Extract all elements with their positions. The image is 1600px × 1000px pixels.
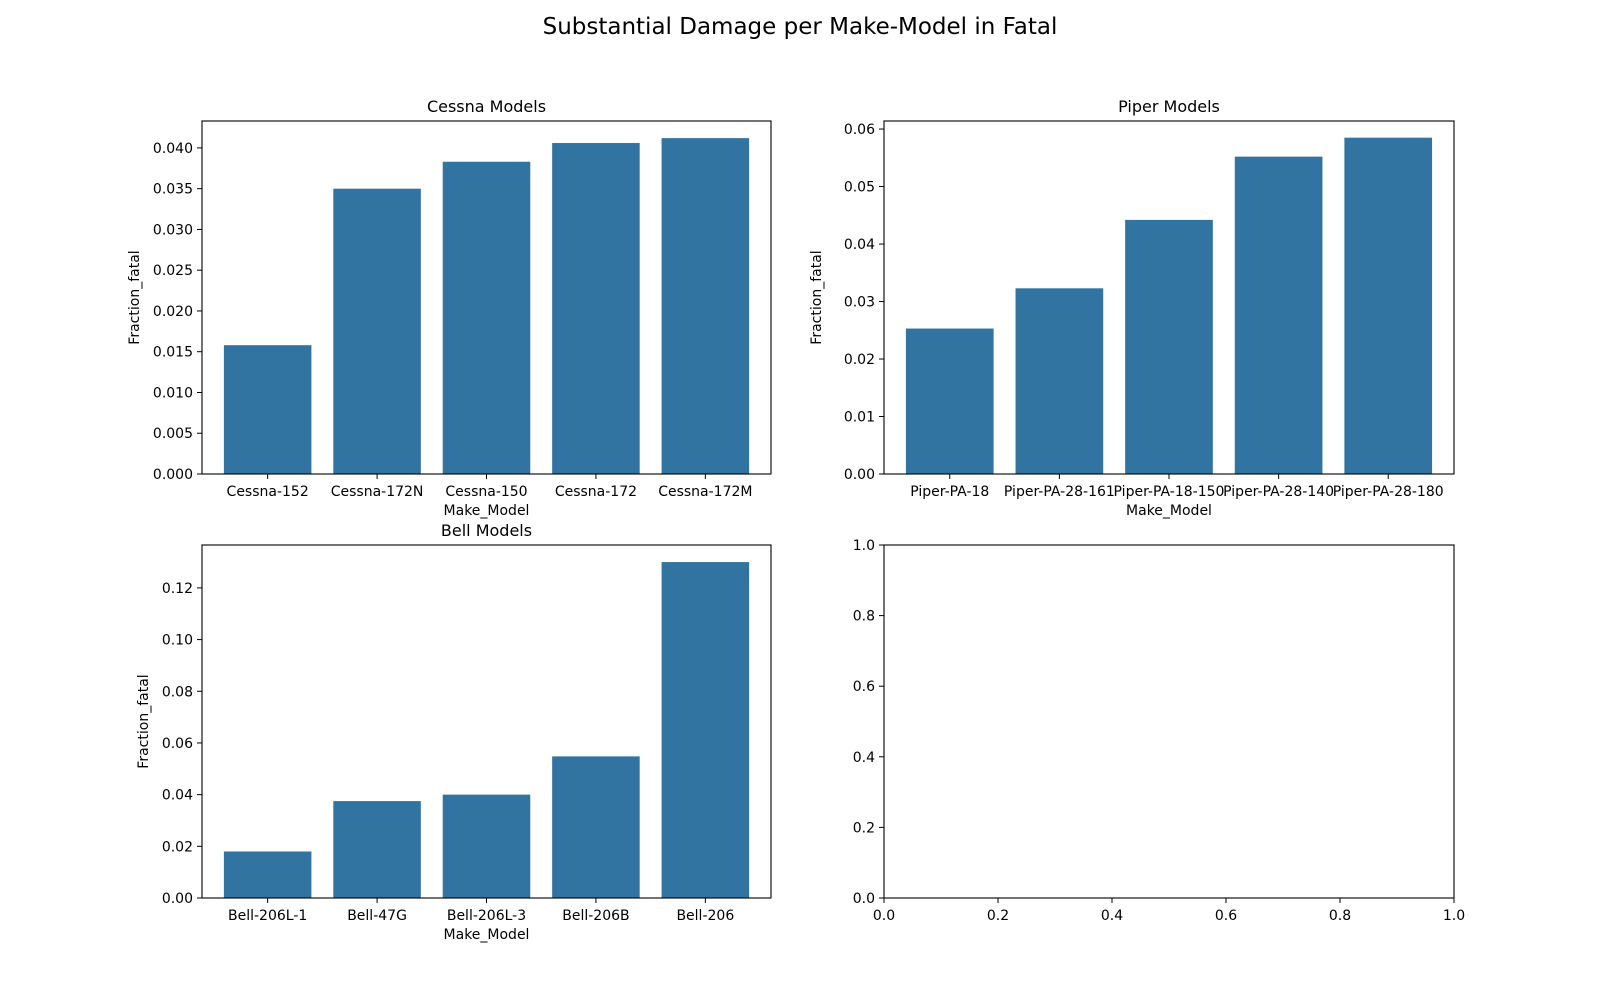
bar-bell-47g <box>333 801 421 898</box>
y-tick-label: 1.0 <box>853 538 875 554</box>
subplot-2: Piper-PA-18 Piper-PA-28-161Piper-PA-18-15… <box>809 97 1455 519</box>
axes-frame <box>883 120 1455 475</box>
x-axis-label: Make_Model <box>444 927 530 943</box>
x-tick-label: Bell-206B <box>562 908 629 924</box>
x-tick-label: 0.0 <box>873 908 895 924</box>
y-tick-label: 0.0 <box>853 891 875 907</box>
y-tick-label: 0.02 <box>844 352 875 368</box>
subplot-1: Cessna-152 Cessna-172N Cessna-150 Cessna-17… <box>127 97 772 519</box>
y-tick-label: 0.2 <box>853 820 875 836</box>
x-tick-label: Piper-PA-28-180 <box>1333 484 1444 500</box>
y-tick-label: 0.005 <box>153 426 193 442</box>
x-tick-label: Piper-PA-18 <box>910 484 989 500</box>
subplot-title: Cessna Models <box>427 97 546 116</box>
y-tick-label: 0.025 <box>153 263 193 279</box>
bar-cessna-172n <box>333 188 421 475</box>
y-tick-label: 0.12 <box>162 581 193 597</box>
y-tick-label: 0.020 <box>153 304 193 320</box>
x-tick-label: Piper-PA-28-140 <box>1223 484 1334 500</box>
x-axis-label: Make_Model <box>1126 503 1212 519</box>
y-tick-label: 0.00 <box>844 467 875 483</box>
y-tick-label: 0.4 <box>853 750 875 766</box>
bar-bell-206l-3 <box>442 794 531 898</box>
y-tick-label: 0.04 <box>162 788 193 804</box>
bar-piper-pa-28-140 <box>1234 156 1323 474</box>
bar-bell-206l-1 <box>223 851 312 898</box>
y-tick-label: 0.035 <box>153 182 193 198</box>
y-tick-label: 0.06 <box>162 736 193 752</box>
y-tick-label: 0.000 <box>153 467 193 483</box>
bar-cessna-152 <box>223 345 312 474</box>
x-tick-label: Piper-PA-28-161 <box>1004 484 1115 500</box>
bar-piper-pa-18-150 <box>1125 219 1213 474</box>
x-tick-label: Cessna-172 <box>555 484 637 500</box>
bar-bell-206b <box>552 756 640 898</box>
bar-piper-pa-18 <box>905 328 994 474</box>
y-axis-label: Fraction_fatal <box>809 250 825 344</box>
x-tick-label: 0.8 <box>1329 908 1351 924</box>
y-axis-label: Fraction_fatal <box>136 674 152 768</box>
figure-title: Substantial Damage per Make-Model in Fat… <box>542 14 1058 40</box>
bar-cessna-172m <box>661 138 750 474</box>
x-tick-label: Bell-206L-3 <box>447 908 526 924</box>
y-tick-label: 0.015 <box>153 345 193 361</box>
bar-cessna-172 <box>552 143 640 474</box>
x-tick-label: Bell-47G <box>347 908 407 924</box>
bar-piper-pa-28-180 <box>1344 137 1433 475</box>
y-tick-label: 0.010 <box>153 385 193 401</box>
axes-frame <box>883 544 1455 899</box>
x-tick-label: Cessna-172M <box>658 484 752 500</box>
y-tick-label: 0.02 <box>162 839 193 855</box>
y-tick-label: 0.030 <box>153 222 193 238</box>
x-tick-label: 0.6 <box>1215 908 1237 924</box>
y-tick-label: 0.03 <box>844 295 875 311</box>
subplot-title: Piper Models <box>1118 97 1220 116</box>
subplot-title: Bell Models <box>441 521 532 540</box>
y-tick-label: 0.01 <box>844 410 875 426</box>
y-tick-label: 0.8 <box>853 609 875 625</box>
x-tick-label: Bell-206 <box>676 908 734 924</box>
bar-piper-pa-28-161 <box>1015 288 1104 474</box>
y-tick-label: 0.00 <box>162 891 193 907</box>
bar-cessna-150 <box>442 161 531 474</box>
axes-frame <box>201 544 772 899</box>
y-tick-label: 0.08 <box>162 684 193 700</box>
x-tick-label: Cessna-172N <box>331 484 424 500</box>
y-tick-label: 0.04 <box>844 237 875 253</box>
y-tick-label: 0.6 <box>853 679 875 695</box>
subplot-3: Bell-206L-1 Bell-47G Bell-206L-3 Bell-206B B… <box>136 521 772 943</box>
x-tick-label: 0.2 <box>987 908 1009 924</box>
x-tick-label: Bell-206L-1 <box>228 908 307 924</box>
x-tick-label: Piper-PA-18-150 <box>1114 484 1225 500</box>
x-tick-label: 0.4 <box>1101 908 1123 924</box>
y-tick-label: 0.05 <box>844 180 875 196</box>
y-tick-label: 0.10 <box>162 633 193 649</box>
x-axis-label: Make_Model <box>444 503 530 519</box>
subplot-4: 0.0 0.2 0.4 0.6 0.8 1.0 0.0 0.2 0.4 0.6 0.8 1.0 <box>853 538 1465 924</box>
x-tick-label: Cessna-150 <box>445 484 527 500</box>
y-tick-label: 0.040 <box>153 141 193 157</box>
y-tick-label: 0.06 <box>844 122 875 138</box>
x-tick-label: 1.0 <box>1443 908 1465 924</box>
axes-frame <box>201 120 772 475</box>
bar-bell-206 <box>661 562 750 898</box>
y-axis-label: Fraction_fatal <box>127 250 143 344</box>
x-tick-label: Cessna-152 <box>227 484 309 500</box>
